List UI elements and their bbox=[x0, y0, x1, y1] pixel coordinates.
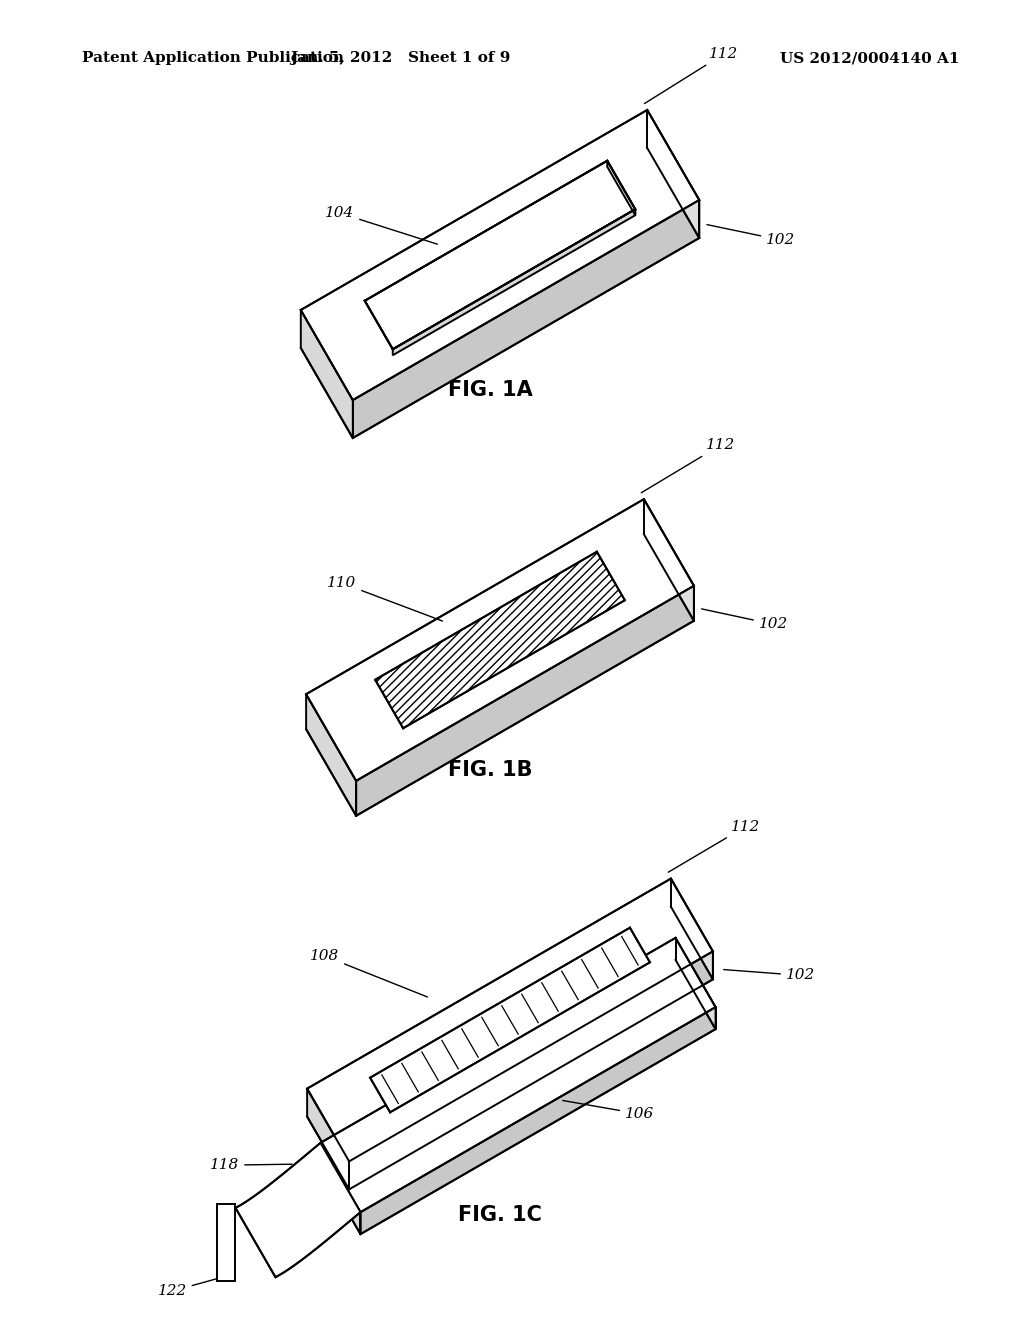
Text: 112: 112 bbox=[644, 48, 738, 103]
Text: FIG. 1B: FIG. 1B bbox=[447, 760, 532, 780]
Text: Jan. 5, 2012   Sheet 1 of 9: Jan. 5, 2012 Sheet 1 of 9 bbox=[290, 51, 510, 65]
Text: 106: 106 bbox=[563, 1101, 654, 1121]
Text: FIG. 1A: FIG. 1A bbox=[447, 380, 532, 400]
Polygon shape bbox=[236, 1143, 360, 1278]
Polygon shape bbox=[307, 1089, 349, 1189]
Polygon shape bbox=[365, 161, 635, 350]
Polygon shape bbox=[349, 952, 713, 1189]
Text: 110: 110 bbox=[327, 576, 442, 620]
Polygon shape bbox=[375, 552, 625, 729]
Text: 104: 104 bbox=[325, 206, 437, 244]
Text: 108: 108 bbox=[310, 949, 427, 997]
Polygon shape bbox=[360, 1007, 716, 1234]
Polygon shape bbox=[306, 499, 694, 781]
Polygon shape bbox=[370, 928, 650, 1113]
Text: 102: 102 bbox=[724, 969, 815, 982]
Polygon shape bbox=[321, 937, 716, 1212]
Polygon shape bbox=[644, 499, 694, 620]
Polygon shape bbox=[301, 110, 699, 400]
Text: Patent Application Publication: Patent Application Publication bbox=[82, 51, 344, 65]
Polygon shape bbox=[671, 879, 713, 979]
Text: 118: 118 bbox=[210, 1158, 292, 1172]
Polygon shape bbox=[647, 110, 699, 238]
Text: 102: 102 bbox=[701, 609, 788, 631]
Text: 102: 102 bbox=[707, 224, 796, 247]
Text: US 2012/0004140 A1: US 2012/0004140 A1 bbox=[780, 51, 959, 65]
Polygon shape bbox=[607, 161, 635, 215]
Polygon shape bbox=[393, 210, 635, 355]
Polygon shape bbox=[356, 586, 694, 816]
Text: 112: 112 bbox=[641, 438, 735, 492]
Text: 122: 122 bbox=[158, 1278, 220, 1298]
Polygon shape bbox=[301, 310, 353, 438]
Polygon shape bbox=[307, 879, 713, 1162]
Polygon shape bbox=[321, 1143, 360, 1234]
Polygon shape bbox=[676, 937, 716, 1030]
Polygon shape bbox=[306, 694, 356, 816]
Text: FIG. 1C: FIG. 1C bbox=[458, 1205, 542, 1225]
Polygon shape bbox=[353, 201, 699, 438]
Polygon shape bbox=[217, 1204, 236, 1282]
Text: 112: 112 bbox=[669, 820, 760, 873]
